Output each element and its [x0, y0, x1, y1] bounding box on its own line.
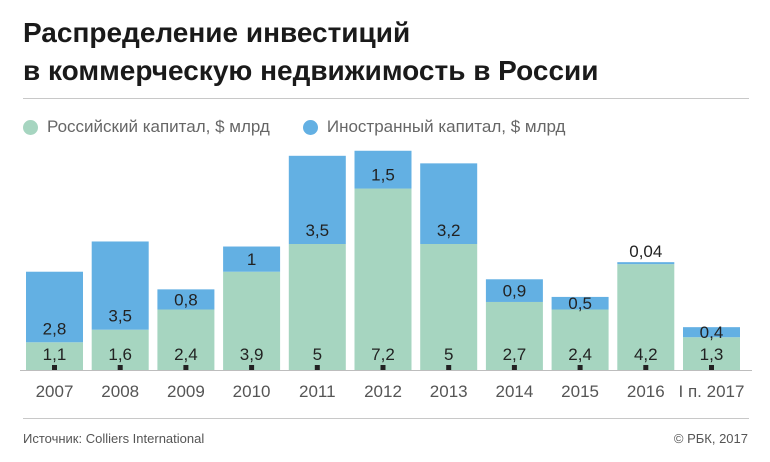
bar-russian	[91, 329, 149, 370]
value-label-russian: 1,6	[108, 345, 132, 364]
value-label-foreign: 3,2	[437, 221, 461, 240]
x-tick-label: 2008	[101, 382, 139, 401]
x-tick-label: 2013	[430, 382, 468, 401]
x-tick-label: 2010	[233, 382, 271, 401]
title-line-1: Распределение инвестиций	[23, 17, 411, 48]
x-tick-mark	[314, 365, 320, 370]
value-label-foreign: 0,5	[568, 294, 592, 313]
value-label-russian: 2,7	[503, 345, 527, 364]
bar-russian	[223, 271, 281, 370]
x-tick-label: 2011	[299, 382, 336, 401]
title-line-2: в коммерческую недвижимость в России	[23, 55, 599, 86]
value-label-foreign: 0,4	[700, 323, 724, 342]
bar-russian	[420, 244, 478, 370]
bar-foreign	[683, 327, 740, 338]
legend-swatch-russian	[23, 119, 38, 135]
bar-foreign	[26, 271, 83, 343]
x-tick-mark	[380, 365, 386, 370]
x-tick-label: 2015	[561, 382, 599, 401]
bar-russian	[485, 301, 543, 370]
x-tick-mark	[511, 365, 517, 370]
legend-swatch-foreign	[302, 119, 318, 135]
legend-label-russian: Российский капитал, $ млрд	[47, 117, 270, 136]
x-tick-label: 2014	[495, 382, 533, 401]
bar-foreign	[354, 150, 412, 189]
legend-item-russian: Российский капитал, $ млрд	[23, 117, 270, 137]
x-tick-mark	[446, 365, 452, 370]
value-label-foreign: 3,5	[108, 307, 132, 326]
bar-chart: 1,1 2,8 2007 1,6 3,5 2008 2,4 0,8 2009 3,9 1 2010 5 3…	[20, 150, 752, 401]
bar-foreign	[551, 296, 609, 310]
value-label-foreign: 0,04	[629, 242, 662, 261]
source-note: Источник: Colliers International	[23, 431, 205, 446]
legend-item-foreign: Иностранный капитал, $ млрд	[302, 117, 566, 137]
title-divider	[23, 98, 749, 99]
value-label-foreign: 3,5	[305, 221, 329, 240]
bar-russian	[354, 188, 412, 370]
value-label-russian: 5	[444, 345, 453, 364]
legend-label-foreign: Иностранный капитал, $ млрд	[326, 117, 566, 136]
value-label-foreign: 0,8	[174, 290, 198, 309]
value-label-russian: 2,4	[174, 345, 198, 364]
bar-russian	[551, 309, 609, 370]
value-label-foreign: 0,9	[503, 282, 527, 301]
value-label-russian: 5	[313, 345, 322, 364]
legend: Российский капитал, $ млрд Иностранный к…	[23, 116, 598, 138]
value-label-russian: 1,1	[43, 345, 67, 364]
chart-title: Распределение инвестиций в коммерческую …	[23, 14, 753, 90]
x-tick-mark	[577, 365, 583, 370]
value-label-russian: 7,2	[371, 345, 395, 364]
bar-foreign	[485, 279, 543, 302]
value-label-russian: 1,3	[700, 345, 724, 364]
bar-foreign	[157, 289, 215, 310]
value-label-russian: 4,2	[634, 345, 658, 364]
bar-russian	[683, 337, 740, 370]
bar-foreign	[420, 163, 478, 244]
copyright: © РБК, 2017	[673, 431, 748, 446]
x-tick-label: 2012	[364, 382, 402, 401]
x-tick-label: 2009	[167, 382, 205, 401]
x-tick-mark	[249, 365, 255, 370]
x-tick-mark	[643, 365, 649, 370]
value-label-foreign: 2,8	[43, 319, 67, 338]
x-tick-label: 2007	[36, 382, 74, 401]
x-tick-label: 2016	[627, 382, 665, 401]
x-tick-mark	[183, 365, 189, 370]
bar-foreign	[617, 262, 675, 265]
bar-russian	[288, 244, 346, 370]
value-label-russian: 3,9	[240, 345, 264, 364]
bar-russian	[617, 264, 675, 370]
bar-foreign	[91, 241, 149, 330]
x-tick-mark	[52, 365, 57, 370]
x-tick-mark	[709, 365, 714, 370]
x-tick-mark	[117, 365, 123, 370]
value-label-foreign: 1	[247, 250, 256, 269]
footer-divider	[23, 418, 749, 419]
value-label-foreign: 1,5	[371, 166, 395, 185]
bar-foreign	[288, 155, 346, 244]
x-tick-label: I п. 2017	[679, 382, 745, 401]
value-label-russian: 2,4	[568, 345, 592, 364]
bar-foreign	[223, 246, 281, 272]
bar-russian	[157, 309, 215, 370]
